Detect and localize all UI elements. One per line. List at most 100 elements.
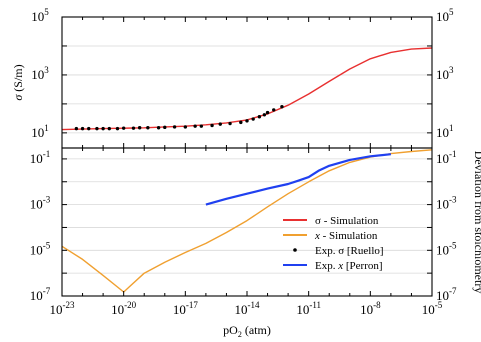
data-point bbox=[95, 126, 99, 131]
x-axis-label: pO2 (atm) bbox=[223, 323, 271, 339]
x-axis-label-sub: 2 bbox=[238, 330, 242, 339]
y-tick-label-base: 10 bbox=[31, 125, 44, 140]
data-point bbox=[228, 121, 232, 126]
y-tick-label-base: 10 bbox=[30, 197, 43, 212]
legend-label-italic: x bbox=[337, 260, 343, 272]
right-y-tick-label-exponent: 3 bbox=[449, 65, 454, 75]
data-point bbox=[210, 123, 214, 128]
y-tick-label: 101 bbox=[31, 123, 49, 140]
top-grid bbox=[62, 45, 432, 134]
y-tick-label: 10-5 bbox=[30, 240, 51, 257]
legend: σ - Simulation x - Simulation Exp. σ [Ruel… bbox=[283, 215, 384, 272]
legend-label-pre: Exp. bbox=[315, 260, 338, 272]
y-tick-label: 103 bbox=[31, 65, 49, 82]
data-point bbox=[245, 119, 249, 123]
data-point bbox=[262, 113, 267, 117]
top-series bbox=[61, 47, 433, 131]
data-point bbox=[265, 110, 270, 115]
data-point bbox=[87, 126, 91, 131]
x-tick-label-exponent: -11 bbox=[309, 300, 321, 310]
right-y-tick-label: 10-1 bbox=[436, 149, 457, 166]
y-tick-label: 10-1 bbox=[30, 149, 51, 166]
y-tick-label-base: 10 bbox=[31, 9, 44, 24]
right-y-tick-label-base: 10 bbox=[436, 9, 449, 24]
y-tick-label-base: 10 bbox=[30, 288, 43, 303]
right-y-tick-label-base: 10 bbox=[436, 288, 449, 303]
series-line-exp-x bbox=[205, 153, 392, 206]
right-y-tick-label: 10-5 bbox=[436, 240, 457, 257]
y-tick-label-exponent: 3 bbox=[44, 65, 49, 75]
legend-label-rest: - Simulation bbox=[321, 215, 379, 227]
y-tick-label-exponent: 1 bbox=[44, 123, 49, 133]
right-y-tick-label-exponent: -3 bbox=[449, 195, 457, 205]
data-point bbox=[193, 124, 197, 128]
x-tick-label-exponent: -20 bbox=[124, 300, 136, 310]
x-tick-label: 10-20 bbox=[111, 300, 136, 317]
right-y-axis-label: Deviation from stoichiometry bbox=[472, 151, 481, 294]
data-point bbox=[163, 125, 167, 130]
data-point bbox=[251, 117, 255, 121]
y-tick-label-exponent: -5 bbox=[43, 240, 51, 250]
x-tick-label-base: 10 bbox=[296, 302, 309, 317]
legend-label-rest: [Perron] bbox=[343, 260, 382, 272]
x-tick-label: 10-11 bbox=[296, 300, 321, 317]
x-tick-label: 10-5 bbox=[422, 300, 443, 317]
legend-label: σ - Simulation bbox=[315, 215, 379, 227]
bottom-panel: 10-710-510-310-1 10-710-510-310-1 10-23 1… bbox=[30, 147, 481, 339]
legend-label-pre: σ bbox=[315, 215, 321, 227]
legend-marker bbox=[293, 248, 297, 252]
x-tick-label-base: 10 bbox=[422, 302, 435, 317]
bottom-grid bbox=[62, 158, 432, 274]
data-point bbox=[239, 120, 243, 125]
y-tick-label-base: 10 bbox=[30, 242, 43, 257]
right-y-tick-label-exponent: -7 bbox=[449, 286, 457, 296]
bottom-y-tick-labels: 10-710-510-310-1 bbox=[30, 149, 51, 303]
data-point bbox=[121, 126, 126, 130]
data-point bbox=[218, 122, 222, 126]
legend-label-italic: x bbox=[314, 230, 320, 242]
data-point bbox=[156, 126, 161, 130]
right-y-tick-label: 103 bbox=[436, 65, 454, 82]
right-y-tick-label-base: 10 bbox=[436, 242, 449, 257]
data-point bbox=[137, 126, 142, 130]
x-tick-label-base: 10 bbox=[173, 302, 186, 317]
series-line-sigma-sim bbox=[61, 47, 433, 131]
data-point bbox=[146, 126, 150, 130]
y-tick-label-base: 10 bbox=[30, 151, 43, 166]
data-point bbox=[172, 125, 177, 129]
data-point bbox=[183, 125, 188, 129]
x-tick-label-exponent: -5 bbox=[435, 300, 443, 310]
data-point bbox=[280, 104, 284, 109]
y-axis-label-unit: (S/m) bbox=[11, 64, 25, 94]
x-tick-label-exponent: -23 bbox=[63, 300, 75, 310]
x-axis-label-po: pO bbox=[223, 323, 238, 337]
legend-label-pre: Exp. σ [Ruello] bbox=[315, 245, 384, 257]
y-tick-label: 105 bbox=[31, 7, 49, 24]
data-point bbox=[272, 108, 276, 112]
right-y-tick-label-exponent: 5 bbox=[449, 7, 454, 17]
data-point bbox=[199, 124, 204, 128]
right-y-tick-label-base: 10 bbox=[436, 125, 449, 140]
right-y-tick-label-exponent: -5 bbox=[449, 240, 457, 250]
top-ticks bbox=[61, 16, 433, 148]
legend-label: x - Simulation bbox=[314, 230, 378, 242]
legend-label: Exp. x [Perron] bbox=[315, 260, 383, 272]
x-tick-label-exponent: -8 bbox=[373, 300, 381, 310]
data-point bbox=[74, 126, 79, 131]
data-point bbox=[257, 115, 262, 119]
y-tick-label: 10-7 bbox=[30, 286, 51, 303]
y-tick-label-exponent: -3 bbox=[43, 195, 51, 205]
x-tick-label: 10-17 bbox=[173, 300, 198, 317]
data-point bbox=[80, 126, 85, 131]
x-tick-label: 10-14 bbox=[235, 300, 260, 317]
y-tick-label: 10-3 bbox=[30, 195, 51, 212]
data-point bbox=[131, 126, 136, 130]
x-tick-label-base: 10 bbox=[360, 302, 373, 317]
x-tick-labels: 10-23 10-20 10-17 10-14 10-11 10-8 10-5 bbox=[50, 300, 443, 317]
right-y-tick-label: 10-7 bbox=[436, 286, 457, 303]
y-tick-label-base: 10 bbox=[31, 67, 44, 82]
y-tick-label-exponent: -1 bbox=[43, 149, 51, 159]
